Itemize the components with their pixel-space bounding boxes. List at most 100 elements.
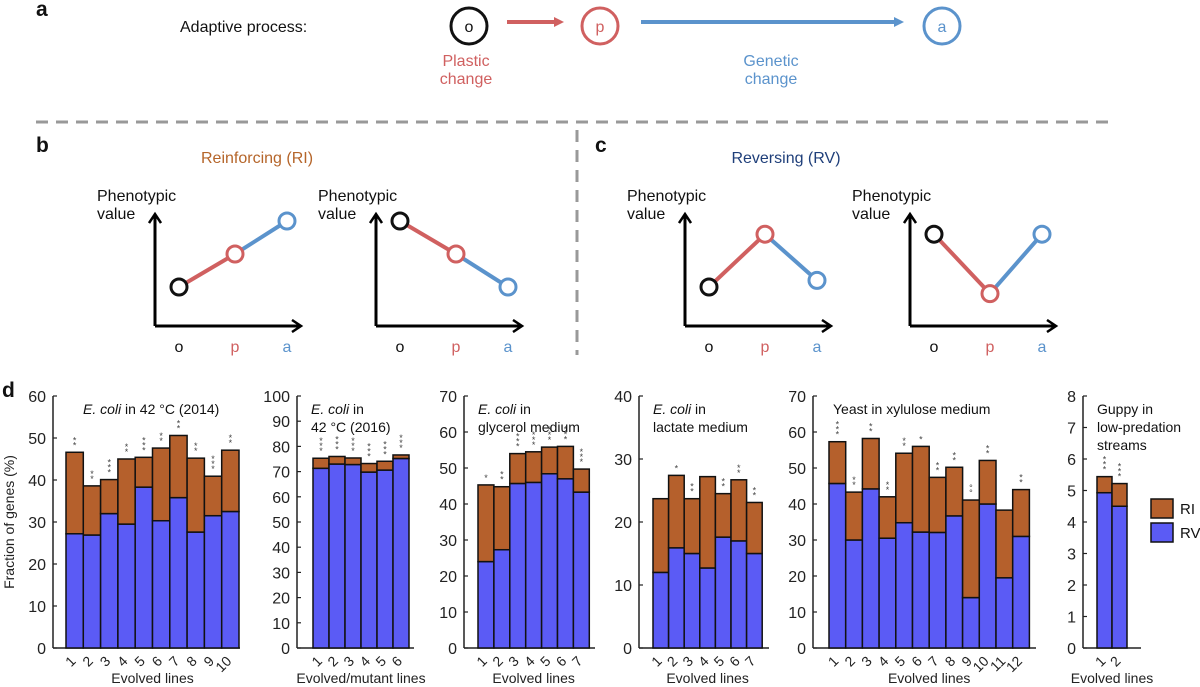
bar-rv-1 [1096,491,1113,649]
y-tick-label: 60 [788,425,806,442]
y-tick-label: 20 [439,569,457,586]
significance-marker: * [516,442,520,452]
bar-ri-12 [1011,488,1031,538]
significance-marker: * [351,441,355,451]
significance-marker: * [90,469,94,479]
significance-marker: * [1019,473,1023,483]
bar-rv-8 [945,515,964,649]
bar-rv-6 [392,457,410,649]
bar-ri-1 [652,497,670,574]
node-o-label: o [465,19,474,36]
x-axis-label: Evolved lines [666,670,749,686]
significance-marker: * [902,436,906,446]
significance-marker: * [500,475,504,485]
y-tick-label: 100 [263,389,290,406]
bar-rv-1 [65,533,85,649]
x-tick-p: p [452,339,461,356]
significance-marker: * [211,459,215,469]
bar-ri-3 [861,437,880,490]
bar-rv-1 [312,467,330,649]
significance-marker: * [737,468,741,478]
significance-marker: * [952,455,956,465]
x-axis-label: Evolved lines [492,670,575,686]
phenotypic-label-line1: Phenotypic [852,188,931,205]
significance-marker: * [1118,467,1122,477]
bar-ri-1 [65,451,85,535]
bar-chart-2: 0102030405060708090100***1***2***3***4**… [263,389,425,686]
y-tick-label: 20 [272,591,290,608]
bar-rv-5 [895,521,914,649]
bar-rv-7 [169,496,188,649]
significance-marker: * [532,440,536,450]
x-tick-label-8: 8 [183,653,200,670]
bar-ri-10 [220,449,240,513]
x-tick-label-2: 2 [841,653,858,670]
significance-marker: * [125,442,129,452]
y-tick-label: 10 [272,616,290,633]
bar-rv-9 [961,596,981,649]
bar-rv-5 [540,473,559,649]
point-a [1032,224,1052,244]
x-tick-a: a [813,339,822,356]
x-tick-label-2: 2 [489,653,506,670]
bar-ri-7 [928,476,947,534]
significance-marker: * [90,474,94,484]
x-tick-label-5: 5 [372,653,389,670]
bar-rv-3 [509,482,527,649]
significance-marker: * [1118,472,1122,482]
bar-ri-3 [344,457,362,466]
x-tick-label-6: 6 [726,653,743,670]
x-axis-label: Evolved lines [1071,670,1154,686]
significance-marker: * [721,482,725,492]
legend-label-ri: RI [1180,501,1195,518]
significance-marker: * [319,436,323,446]
x-tick-label-3: 3 [679,653,696,670]
y-tick-label: 0 [281,641,290,658]
significance-marker: * [500,470,504,480]
significance-marker: * [367,447,371,457]
significance-marker: * [580,447,584,457]
bar-ri-4 [878,496,897,539]
bar-rv-4 [699,567,717,649]
bar-rv-11 [995,577,1014,649]
point-o [169,277,189,297]
point-p [755,224,775,244]
y-tick-label: 20 [614,515,632,532]
x-tick-label-4: 4 [114,653,131,670]
y-tick-label: 30 [272,565,290,582]
x-tick-label-7: 7 [742,653,759,670]
y-tick-label: 10 [439,605,457,622]
significance-marker: * [177,418,181,428]
y-tick-label: 50 [272,515,290,532]
panel-label-a: a [36,0,48,21]
x-tick-label-7: 7 [166,653,183,670]
significance-marker: * [335,434,339,444]
x-tick-label-2: 2 [79,653,96,670]
y-tick-label: 6 [1067,452,1076,469]
y-tick-label: 30 [439,533,457,550]
point-a [807,270,827,290]
x-tick-label-1: 1 [825,653,842,670]
bar-rv-1 [477,560,495,649]
plastic-segment [932,232,992,295]
bar-ri-4 [360,462,378,473]
significance-marker: * [952,450,956,460]
significance-marker: * [399,433,403,443]
x-tick-label-10: 10 [212,653,234,675]
y-tick-label: 40 [788,497,806,514]
bar-ri-5 [714,492,732,538]
significance-marker: * [335,444,339,454]
x-tick-label-7: 7 [569,653,586,670]
adaptive-process-label: Adaptive process: [180,19,307,36]
y-tick-label: 80 [272,439,290,456]
node-p-label: p [596,19,605,36]
phenotypic-label-line2: value [97,206,135,223]
x-tick-label-3: 3 [340,653,357,670]
bar-rv-7 [572,491,591,649]
significance-marker: * [564,429,568,439]
y-tick-label: 20 [28,557,46,574]
y-tick-label: 70 [272,465,290,482]
x-tick-label-2: 2 [324,653,341,670]
y-tick-label: 0 [448,641,457,658]
